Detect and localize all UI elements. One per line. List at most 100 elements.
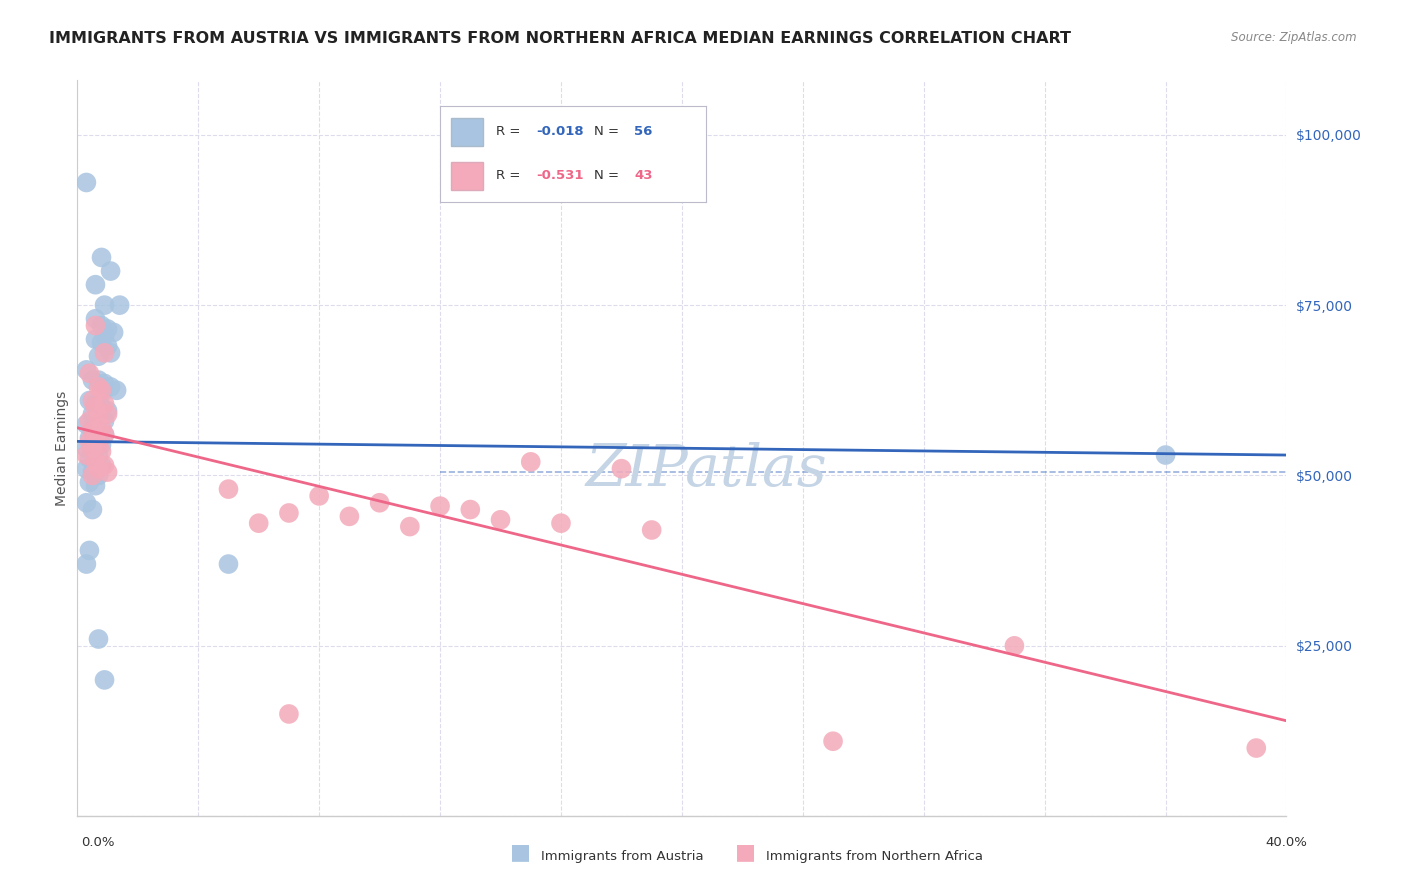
Point	[100, 380, 122, 394]
Text: ■: ■	[735, 843, 755, 863]
Point	[87, 380, 110, 394]
Point	[84, 311, 107, 326]
Point	[84, 434, 107, 449]
Point	[96, 403, 118, 417]
Point	[84, 455, 107, 469]
Point	[82, 468, 104, 483]
Point	[82, 424, 104, 438]
Point	[96, 407, 118, 421]
Point	[84, 332, 107, 346]
Text: ■: ■	[510, 843, 530, 863]
Point	[218, 557, 240, 571]
Point	[93, 427, 115, 442]
Point	[84, 277, 107, 292]
Point	[93, 427, 115, 442]
Point	[399, 519, 422, 533]
Point	[105, 384, 128, 398]
Point	[90, 438, 112, 452]
Point	[93, 298, 115, 312]
Point	[82, 444, 104, 458]
Point	[93, 346, 115, 360]
Point	[84, 318, 107, 333]
Point	[84, 479, 107, 493]
Point	[84, 431, 107, 445]
Point	[82, 393, 104, 408]
Y-axis label: Median Earnings: Median Earnings	[55, 391, 69, 506]
Point	[75, 442, 97, 455]
Point	[550, 516, 572, 531]
Text: 0.0%: 0.0%	[82, 836, 115, 849]
Text: ZIPatlas: ZIPatlas	[585, 442, 827, 499]
Point	[93, 397, 115, 411]
Point	[489, 513, 512, 527]
Point	[96, 339, 118, 353]
Point	[87, 424, 110, 438]
Text: 40.0%: 40.0%	[1265, 836, 1308, 849]
Point	[100, 264, 122, 278]
Text: Source: ZipAtlas.com: Source: ZipAtlas.com	[1232, 31, 1357, 45]
Point	[96, 465, 118, 479]
Point	[82, 407, 104, 421]
Point	[278, 506, 301, 520]
Point	[87, 410, 110, 425]
Point	[218, 482, 240, 496]
Point	[90, 384, 112, 398]
Point	[84, 401, 107, 415]
Point	[458, 502, 481, 516]
Point	[93, 673, 115, 687]
Point	[337, 509, 360, 524]
Point	[93, 414, 115, 428]
Point	[79, 434, 101, 449]
Point	[84, 397, 107, 411]
Point	[90, 386, 112, 401]
Point	[90, 251, 112, 265]
Point	[103, 326, 125, 340]
Point	[79, 431, 101, 445]
Point	[79, 451, 101, 466]
Point	[821, 734, 844, 748]
Point	[75, 176, 97, 190]
Point	[79, 366, 101, 380]
Point	[87, 468, 110, 483]
Point	[75, 363, 97, 377]
Point	[308, 489, 330, 503]
Point	[641, 523, 664, 537]
Point	[79, 475, 101, 490]
Point	[87, 373, 110, 387]
Point	[82, 502, 104, 516]
Point	[75, 557, 97, 571]
Point	[87, 448, 110, 462]
Point	[87, 410, 110, 425]
Point	[247, 516, 270, 531]
Point	[87, 438, 110, 452]
Point	[87, 461, 110, 475]
Point	[93, 376, 115, 391]
Point	[75, 496, 97, 510]
Point	[79, 393, 101, 408]
Point	[96, 322, 118, 336]
Point	[90, 458, 112, 473]
Point	[93, 328, 115, 343]
Point	[90, 444, 112, 458]
Point	[108, 298, 131, 312]
Point	[1154, 448, 1177, 462]
Point	[84, 455, 107, 469]
Point	[90, 421, 112, 435]
Point	[75, 461, 97, 475]
Point	[87, 632, 110, 646]
Point	[82, 373, 104, 387]
Point	[1004, 639, 1026, 653]
Point	[87, 349, 110, 363]
Point	[368, 496, 391, 510]
Point	[1246, 741, 1268, 756]
Point	[79, 543, 101, 558]
Point	[100, 346, 122, 360]
Point	[82, 442, 104, 455]
Point	[278, 706, 301, 721]
Text: IMMIGRANTS FROM AUSTRIA VS IMMIGRANTS FROM NORTHERN AFRICA MEDIAN EARNINGS CORRE: IMMIGRANTS FROM AUSTRIA VS IMMIGRANTS FR…	[49, 31, 1071, 46]
Point	[520, 455, 543, 469]
Text: Immigrants from Northern Africa: Immigrants from Northern Africa	[766, 849, 983, 863]
Point	[429, 499, 451, 513]
Point	[610, 461, 633, 475]
Point	[90, 401, 112, 415]
